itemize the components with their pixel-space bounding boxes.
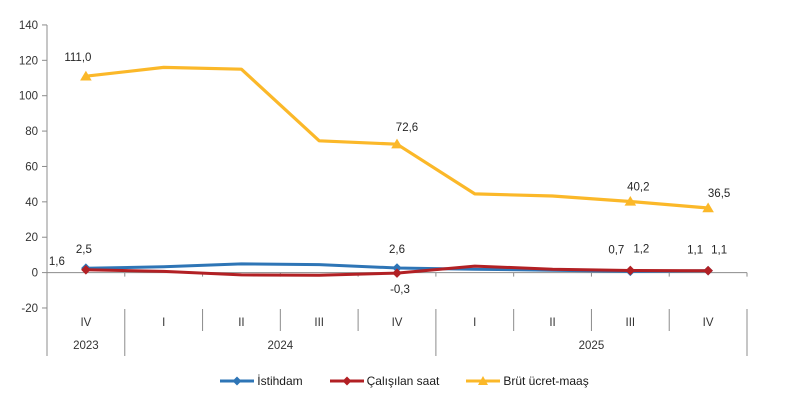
year-label: 2025 xyxy=(579,340,605,352)
diamond-marker xyxy=(81,264,91,275)
legend-swatch-diamond xyxy=(329,376,364,386)
quarter-label: IV xyxy=(80,317,91,329)
diamond-marker xyxy=(392,263,402,273)
quarter-label: III xyxy=(626,317,636,329)
legend-item-1: İstihdam xyxy=(219,374,303,388)
legend-label: İstihdam xyxy=(257,374,303,388)
y-tick-label: 100 xyxy=(19,91,38,103)
data-label: 40,2 xyxy=(627,181,649,193)
triangle-marker xyxy=(624,195,637,206)
triangle-marker xyxy=(80,70,92,81)
quarter-label: II xyxy=(549,317,555,329)
data-label: 2,6 xyxy=(389,244,405,256)
legend-swatch-triangle xyxy=(466,376,501,385)
data-label: 1,2 xyxy=(633,243,649,255)
quarter-label: II xyxy=(238,317,244,329)
diamond-marker xyxy=(703,265,713,276)
legend-swatch-diamond xyxy=(220,376,255,386)
y-tick-label: 140 xyxy=(19,20,38,32)
quarter-label: I xyxy=(162,317,165,329)
quarter-label: IV xyxy=(703,317,714,329)
legend-item-2: Çalışılan saat xyxy=(329,374,440,388)
data-label: 2,5 xyxy=(76,244,92,256)
quarter-label: I xyxy=(473,317,476,329)
y-tick-label: 20 xyxy=(25,232,38,244)
triangle-marker xyxy=(391,138,403,149)
triangle-marker xyxy=(702,202,714,213)
data-label: 72,6 xyxy=(396,122,418,134)
diamond-marker xyxy=(392,268,402,278)
data-label: -0,3 xyxy=(390,284,410,296)
y-tick-label: 120 xyxy=(19,55,38,67)
data-label: 111,0 xyxy=(64,52,91,64)
data-label: 1,1 xyxy=(687,245,703,257)
y-tick-label: 0 xyxy=(32,268,38,280)
quarter-label: IV xyxy=(392,317,403,329)
y-tick-label: 60 xyxy=(25,161,38,173)
legend-item-3: Brüt ücret-maaş xyxy=(465,374,589,388)
legend-label: Çalışılan saat xyxy=(366,374,440,388)
y-tick-label: 80 xyxy=(25,126,38,138)
y-tick-label: -20 xyxy=(21,303,38,315)
chart-legend: İstihdam Çalışılan saat Brüt ücret-maaş xyxy=(0,374,808,388)
data-label: 1,1 xyxy=(711,245,727,257)
data-label: 36,5 xyxy=(708,188,730,200)
year-label: 2024 xyxy=(268,340,294,352)
quarter-label: III xyxy=(314,317,324,329)
line-chart: -20 0 20 40 60 80 100 120 140 IV I II III IV I II III IV 2… xyxy=(19,20,748,356)
year-label: 2023 xyxy=(73,340,99,352)
data-label: 0,7 xyxy=(608,244,624,256)
series-line-3 xyxy=(84,65,710,210)
diamond-marker xyxy=(625,265,636,276)
legend-label: Brüt ücret-maaş xyxy=(503,374,589,388)
y-tick-label: 40 xyxy=(25,197,38,209)
data-label: 1,6 xyxy=(49,256,65,268)
